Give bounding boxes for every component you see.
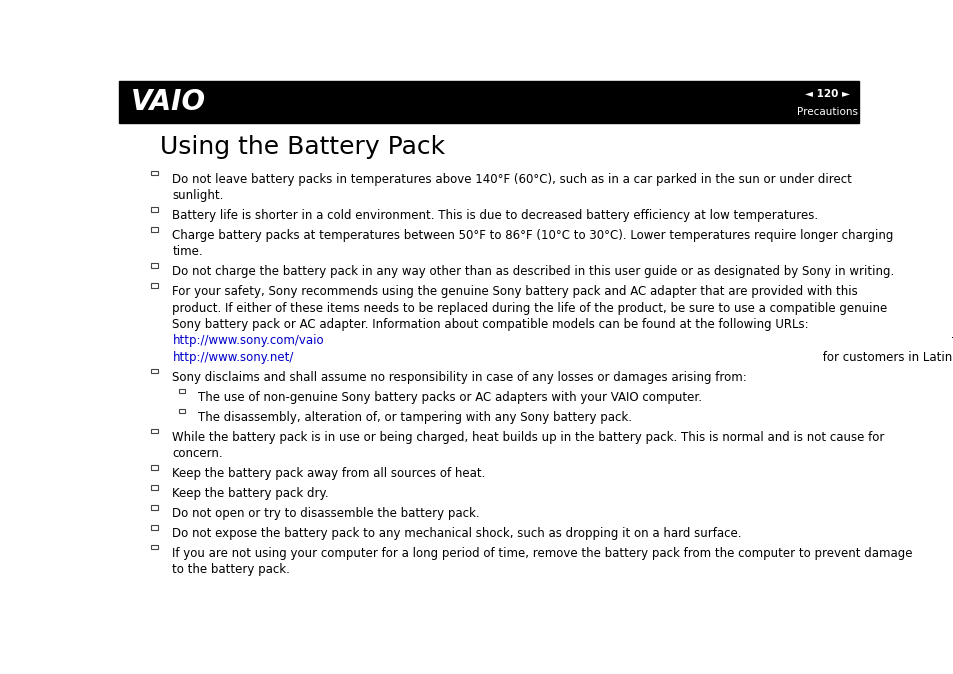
Text: The use of non-genuine Sony battery packs or AC adapters with your VAIO computer: The use of non-genuine Sony battery pack…	[198, 391, 701, 404]
Text: for customers in USA and Canada.: for customers in USA and Canada.	[947, 334, 953, 347]
Text: concern.: concern.	[172, 447, 223, 460]
Text: Sony battery pack or AC adapter. Information about compatible models can be foun: Sony battery pack or AC adapter. Informa…	[172, 318, 808, 331]
Text: Do not charge the battery pack in any way other than as described in this user g: Do not charge the battery pack in any wa…	[172, 266, 894, 278]
Text: Keep the battery pack away from all sources of heat.: Keep the battery pack away from all sour…	[172, 467, 485, 480]
Bar	[152, 545, 158, 549]
Bar	[152, 465, 158, 470]
Text: The disassembly, alteration of, or tampering with any Sony battery pack.: The disassembly, alteration of, or tampe…	[198, 410, 632, 424]
Text: product. If either of these items needs to be replaced during the life of the pr: product. If either of these items needs …	[172, 302, 887, 315]
Text: time.: time.	[172, 245, 203, 258]
Text: Precautions: Precautions	[796, 107, 857, 117]
Bar	[152, 369, 158, 373]
Text: Using the Battery Pack: Using the Battery Pack	[160, 135, 444, 159]
Text: to the battery pack.: to the battery pack.	[172, 563, 290, 576]
Bar	[178, 389, 185, 394]
Text: Charge battery packs at temperatures between 50°F to 86°F (10°C to 30°C). Lower : Charge battery packs at temperatures bet…	[172, 229, 893, 242]
Text: sunlight.: sunlight.	[172, 189, 224, 202]
Bar	[152, 264, 158, 268]
Bar	[152, 283, 158, 288]
Bar	[152, 525, 158, 530]
Bar	[152, 171, 158, 175]
Bar	[152, 505, 158, 510]
Text: Battery life is shorter in a cold environment. This is due to decreased battery : Battery life is shorter in a cold enviro…	[172, 209, 818, 222]
Text: http://www.sony.com/vaio: http://www.sony.com/vaio	[172, 334, 324, 347]
Text: Sony disclaims and shall assume no responsibility in case of any losses or damag: Sony disclaims and shall assume no respo…	[172, 371, 746, 384]
Bar	[178, 408, 185, 413]
FancyBboxPatch shape	[119, 81, 858, 123]
Text: Keep the battery pack dry.: Keep the battery pack dry.	[172, 487, 329, 500]
Text: for customers in Latin American countries or areas.: for customers in Latin American countrie…	[818, 350, 953, 364]
Text: VAIO: VAIO	[131, 88, 206, 116]
Bar	[152, 207, 158, 212]
Text: Do not expose the battery pack to any mechanical shock, such as dropping it on a: Do not expose the battery pack to any me…	[172, 527, 741, 540]
Text: ◄ 120 ►: ◄ 120 ►	[804, 90, 849, 100]
Text: Do not leave battery packs in temperatures above 140°F (60°C), such as in a car : Do not leave battery packs in temperatur…	[172, 173, 851, 186]
Text: http://www.sony.net/: http://www.sony.net/	[172, 350, 294, 364]
Text: If you are not using your computer for a long period of time, remove the battery: If you are not using your computer for a…	[172, 547, 912, 560]
Bar	[152, 485, 158, 489]
Text: Do not open or try to disassemble the battery pack.: Do not open or try to disassemble the ba…	[172, 507, 479, 520]
Text: For your safety, Sony recommends using the genuine Sony battery pack and AC adap: For your safety, Sony recommends using t…	[172, 285, 858, 299]
Bar	[152, 429, 158, 433]
Bar	[152, 227, 158, 232]
Text: While the battery pack is in use or being charged, heat builds up in the battery: While the battery pack is in use or bein…	[172, 431, 884, 443]
